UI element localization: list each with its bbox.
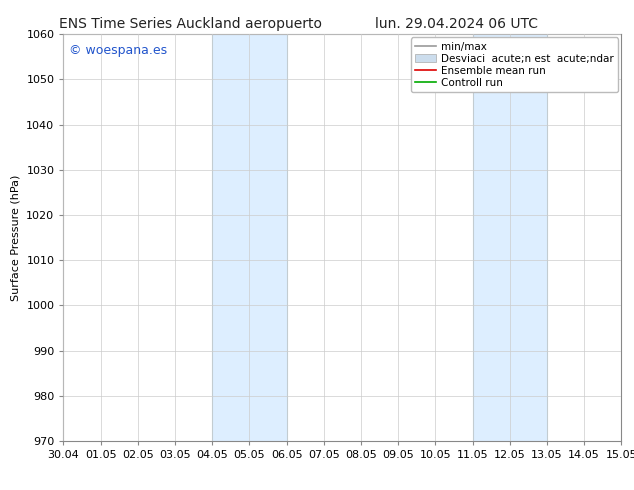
Legend: min/max, Desviaci  acute;n est  acute;ndar, Ensemble mean run, Controll run: min/max, Desviaci acute;n est acute;ndar… bbox=[411, 37, 618, 92]
Bar bbox=[212, 34, 287, 441]
Bar bbox=[472, 34, 547, 441]
Y-axis label: Surface Pressure (hPa): Surface Pressure (hPa) bbox=[11, 174, 21, 301]
Text: lun. 29.04.2024 06 UTC: lun. 29.04.2024 06 UTC bbox=[375, 17, 538, 31]
Text: ENS Time Series Auckland aeropuerto: ENS Time Series Auckland aeropuerto bbox=[59, 17, 321, 31]
Text: © woespana.es: © woespana.es bbox=[69, 45, 167, 57]
